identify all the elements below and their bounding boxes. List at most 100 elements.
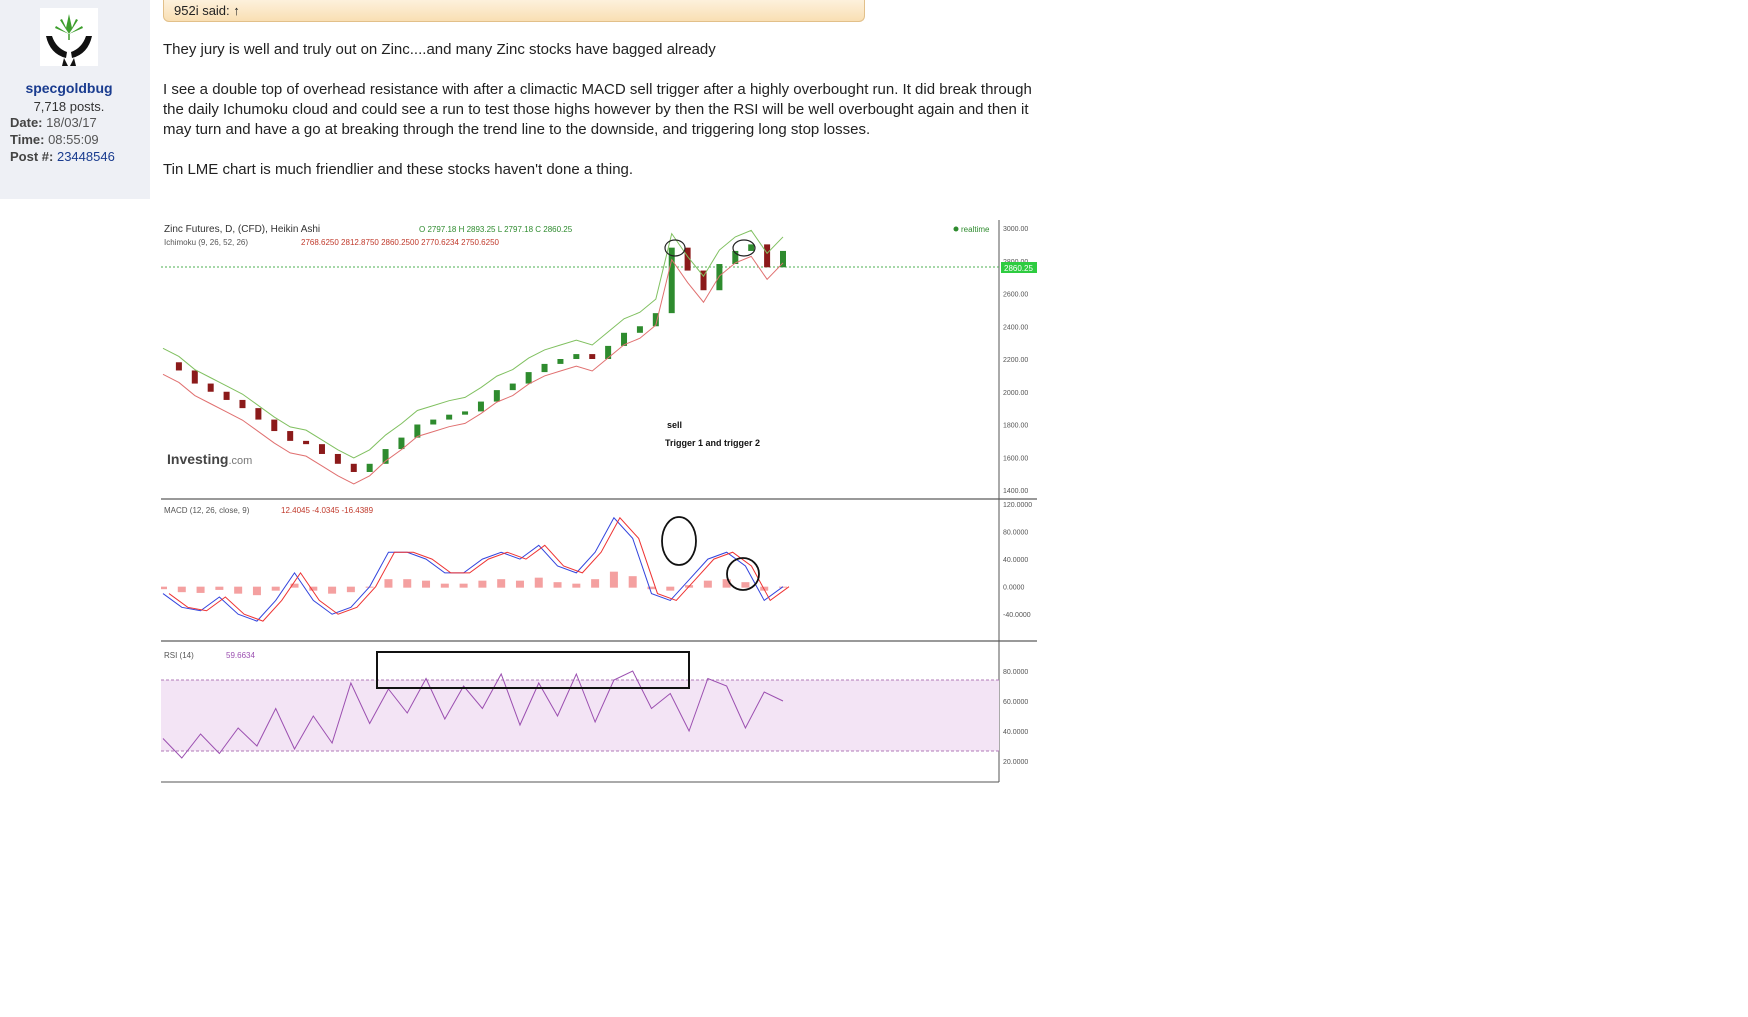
macd-histogram-bar bbox=[177, 586, 186, 593]
macd-histogram-bar bbox=[553, 582, 562, 588]
macd-histogram-bar bbox=[196, 586, 205, 593]
ichimoku-values: 2768.6250 2812.8750 2860.2500 2770.6234 … bbox=[301, 238, 500, 247]
double-top-circle-2 bbox=[732, 239, 756, 257]
macd-histogram-bar bbox=[234, 586, 243, 594]
candle bbox=[446, 414, 453, 420]
time-value: 08:55:09 bbox=[48, 132, 99, 147]
candle bbox=[334, 453, 341, 464]
chart-title: Zinc Futures, D, (CFD), Heikin Ashi bbox=[164, 224, 320, 235]
candle bbox=[668, 247, 675, 314]
candle bbox=[207, 383, 214, 392]
y-tick-label: 120.0000 bbox=[1003, 502, 1032, 509]
y-tick-label: 2400.00 bbox=[1003, 324, 1028, 331]
rsi-line bbox=[162, 670, 784, 759]
macd-histogram-bar bbox=[609, 571, 618, 588]
candle bbox=[509, 383, 516, 391]
candle bbox=[573, 354, 580, 359]
candle bbox=[287, 431, 294, 441]
macd-histogram-bar bbox=[252, 586, 261, 596]
macd-histogram-bar bbox=[422, 580, 431, 588]
y-tick-label: -40.0000 bbox=[1003, 612, 1031, 619]
trigger-annotation: Trigger 1 and trigger 2 bbox=[665, 438, 760, 448]
y-tick-label: 80.0000 bbox=[1003, 669, 1028, 676]
macd-trigger-circle-2 bbox=[726, 557, 760, 591]
candle bbox=[175, 362, 182, 371]
time-label: Time: bbox=[10, 132, 45, 147]
quote-arrow-icon[interactable]: ↑ bbox=[233, 3, 240, 18]
macd-histogram-bar bbox=[459, 583, 468, 588]
ichimoku-label: Ichimoku (9, 26, 52, 26) bbox=[164, 238, 248, 247]
macd-histogram-bar bbox=[328, 586, 337, 594]
macd-label: MACD (12, 26, close, 9) bbox=[164, 506, 250, 515]
sell-annotation: sell bbox=[667, 420, 682, 430]
ichimoku-span-line bbox=[162, 255, 784, 485]
candle bbox=[462, 411, 469, 415]
macd-histogram-bar bbox=[346, 586, 355, 593]
double-top-circle-1 bbox=[664, 239, 686, 257]
candle bbox=[493, 390, 500, 402]
y-tick-label: 1400.00 bbox=[1003, 488, 1028, 495]
quote-author: 952i said: bbox=[174, 3, 230, 18]
candle bbox=[780, 250, 786, 268]
avatar[interactable] bbox=[40, 8, 98, 66]
post-number-link[interactable]: 23448546 bbox=[56, 149, 115, 164]
macd-histogram-bar bbox=[384, 579, 393, 588]
candle bbox=[764, 244, 771, 268]
macd-trigger-circle-1 bbox=[661, 516, 697, 566]
hands-icon bbox=[46, 36, 92, 66]
post-body: They jury is well and truly out on Zinc.… bbox=[163, 40, 1043, 200]
zinc-chart-image: 3000.002800.002600.002400.002200.002000.… bbox=[161, 220, 1037, 788]
macd-histogram-bar bbox=[666, 586, 675, 591]
price-tag-value: 2860.25 bbox=[1004, 264, 1033, 273]
candle bbox=[255, 408, 262, 420]
candle bbox=[366, 463, 373, 472]
post-number: Post #: 23448546 bbox=[10, 149, 115, 164]
macd-histogram-bar bbox=[161, 586, 167, 590]
candle bbox=[271, 419, 278, 432]
post-date: Date: 18/03/17 bbox=[10, 115, 97, 130]
candle bbox=[477, 401, 484, 412]
candle bbox=[303, 440, 310, 445]
macd-histogram-bar bbox=[497, 579, 506, 588]
candle bbox=[414, 424, 421, 438]
candle bbox=[430, 419, 437, 425]
macd-histogram-bar bbox=[534, 577, 543, 588]
y-tick-label: 0.0000 bbox=[1003, 585, 1025, 592]
macd-histogram-bar bbox=[440, 583, 449, 588]
candle bbox=[541, 363, 548, 373]
macd-line bbox=[162, 516, 784, 622]
brand-suffix: .com bbox=[228, 455, 252, 467]
macd-histogram-bar bbox=[290, 583, 299, 588]
candle bbox=[589, 354, 596, 359]
price-tag bbox=[1001, 262, 1037, 273]
y-tick-label: 20.0000 bbox=[1003, 759, 1028, 766]
macd-histogram-bar bbox=[271, 586, 280, 591]
post-paragraph: They jury is well and truly out on Zinc.… bbox=[163, 41, 716, 58]
date-label: Date: bbox=[10, 115, 43, 130]
ichimoku-lagging-line bbox=[162, 229, 784, 459]
macd-histogram-bar bbox=[478, 580, 487, 588]
investing-brand: Investing.com bbox=[167, 451, 252, 467]
macd-histogram-bar bbox=[215, 586, 224, 590]
quote-header: 952i said: ↑ bbox=[163, 0, 865, 22]
realtime-label: realtime bbox=[961, 225, 990, 234]
macd-histogram-bar bbox=[591, 579, 600, 588]
y-tick-label: 1800.00 bbox=[1003, 423, 1028, 430]
y-tick-label: 2200.00 bbox=[1003, 357, 1028, 364]
rsi-overbought-box bbox=[376, 651, 690, 689]
candle bbox=[636, 326, 643, 333]
ohlc-values: O 2797.18 H 2893.25 L 2797.18 C 2860.25 bbox=[419, 225, 573, 234]
post-time: Time: 08:55:09 bbox=[10, 132, 99, 147]
macd-histogram-bar bbox=[403, 579, 412, 588]
macd-histogram-bar bbox=[572, 583, 581, 588]
candle bbox=[223, 391, 230, 400]
macd-histogram-bar bbox=[703, 580, 712, 588]
brand-name: Investing bbox=[167, 451, 228, 467]
macd-histogram-bar bbox=[309, 586, 318, 591]
username-link[interactable]: specgoldbug bbox=[25, 80, 113, 96]
macd-histogram-bar bbox=[515, 580, 524, 588]
y-tick-label: 1600.00 bbox=[1003, 455, 1028, 462]
user-sidebar: specgoldbug 7,718 posts. Date: 18/03/17 … bbox=[0, 0, 150, 199]
macd-values: 12.4045 -4.0345 -16.4389 bbox=[281, 506, 374, 515]
rsi-band bbox=[161, 680, 999, 751]
